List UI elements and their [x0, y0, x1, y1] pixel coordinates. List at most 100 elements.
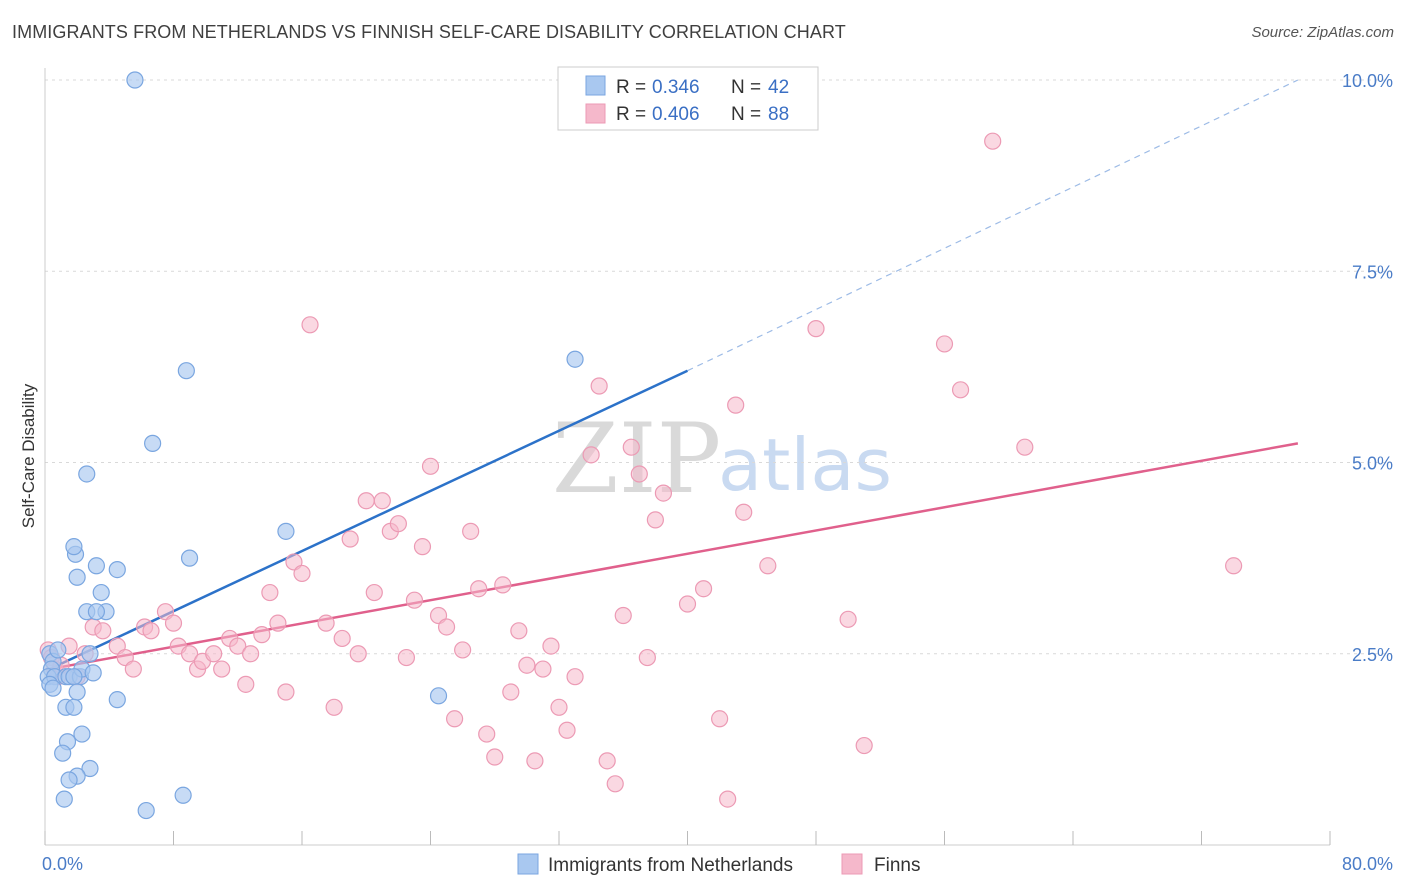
netherlands-point-43 — [108, 691, 126, 709]
finns-point-75 — [654, 484, 673, 502]
series-swatch-netherlands — [517, 853, 539, 875]
netherlands-point-16 — [68, 683, 86, 701]
series-label-finns: Finns — [874, 855, 920, 876]
finns-point-57 — [502, 683, 520, 701]
finns-point-87 — [984, 132, 1002, 150]
x-tick-label-0: 0.0% — [42, 854, 83, 874]
netherlands-point-33 — [54, 744, 72, 762]
legend-r-label-1: R = — [616, 77, 646, 98]
finns-point-74 — [646, 511, 664, 529]
finns-point-24 — [229, 637, 247, 655]
finns-point-58 — [510, 622, 528, 640]
finns-point-67 — [590, 377, 608, 395]
series-label-netherlands: Immigrants from Netherlands — [548, 855, 793, 876]
netherlands-point-17 — [87, 557, 106, 575]
finns-point-84 — [855, 736, 873, 755]
finns-point-59 — [518, 656, 536, 674]
finns-point-40 — [365, 583, 383, 602]
finns-point-14 — [142, 622, 160, 640]
finns-point-63 — [550, 698, 568, 716]
chart-title: IMMIGRANTS FROM NETHERLANDS VS FINNISH S… — [12, 22, 846, 42]
finns-point-64 — [558, 721, 576, 739]
watermark: ZIP atlas — [552, 403, 892, 515]
trend-lines — [49, 79, 1299, 671]
finns-point-36 — [333, 629, 351, 648]
finns-point-90 — [719, 790, 737, 808]
netherlands-point-8 — [49, 641, 67, 659]
finns-point-52 — [462, 522, 480, 540]
finns-point-86 — [951, 381, 970, 399]
finns-point-34 — [317, 614, 335, 632]
legend-n-value-1: 42 — [768, 77, 789, 98]
netherlands-point-26 — [177, 362, 195, 380]
finns-point-85 — [935, 335, 954, 353]
netherlands-point-23 — [65, 538, 83, 556]
finns-point-71 — [622, 438, 640, 456]
y-axis-label: Self-Care Disability — [19, 383, 38, 528]
finns-point-25 — [237, 675, 255, 693]
netherlands-point-24 — [68, 568, 86, 586]
legend-r-value-2: 0.406 — [652, 104, 700, 125]
finns-point-56 — [494, 576, 512, 594]
y-tick-label-3: 10.0% — [1342, 71, 1393, 91]
finns-point-30 — [277, 683, 295, 701]
finns-point-88 — [1016, 438, 1034, 456]
finns-point-9 — [94, 622, 112, 640]
finns-point-65 — [566, 668, 584, 686]
legend-r-value-1: 0.346 — [652, 77, 700, 98]
series-swatch-finns — [841, 853, 863, 875]
netherlands-point-7 — [44, 679, 62, 697]
finns-point-77 — [694, 580, 713, 598]
netherlands-point-21 — [87, 603, 106, 621]
netherlands-point-34 — [81, 759, 99, 778]
y-tick-label-0: 2.5% — [1352, 645, 1393, 665]
netherlands-point-44 — [78, 465, 96, 483]
finns-point-53 — [470, 580, 488, 598]
finns-point-69 — [606, 775, 624, 793]
netherlands-point-31 — [73, 725, 91, 743]
netherlands-point-28 — [180, 549, 199, 567]
legend-swatch-pink — [585, 103, 606, 124]
watermark-zip: ZIP — [552, 403, 721, 515]
legend-swatch-blue — [585, 75, 606, 96]
netherlands-point-40 — [277, 522, 295, 540]
finns-point-21 — [205, 645, 223, 663]
finns-point-33 — [301, 316, 319, 334]
y-tick-label-2: 7.5% — [1352, 262, 1393, 282]
finns-point-28 — [261, 583, 279, 602]
finns-point-51 — [454, 641, 472, 659]
finns-point-47 — [421, 457, 440, 475]
watermark-atlas: atlas — [718, 423, 892, 507]
netherlands-point-42 — [429, 687, 448, 705]
finns-point-26 — [242, 645, 260, 663]
finns-point-49 — [437, 618, 456, 636]
series-legend: Immigrants from Netherlands Finns — [517, 853, 920, 876]
netherlands-point-25 — [108, 560, 126, 579]
finns-point-62 — [542, 637, 560, 655]
finns-point-76 — [678, 595, 697, 613]
finns-point-79 — [727, 396, 745, 414]
finns-point-16 — [164, 614, 183, 632]
netherlands-point-38 — [137, 801, 155, 820]
finns-point-66 — [582, 446, 600, 464]
netherlands-point-36 — [60, 771, 78, 789]
finns-point-45 — [405, 591, 424, 609]
finns-point-41 — [373, 492, 391, 510]
netherlands-point-27 — [144, 434, 162, 452]
finns-point-78 — [711, 710, 729, 728]
legend-n-value-2: 88 — [768, 104, 789, 125]
netherlands-point-41 — [566, 350, 584, 368]
gridlines — [45, 79, 1392, 655]
finns-point-54 — [478, 725, 496, 743]
finns-point-32 — [293, 564, 311, 583]
finns-point-43 — [389, 515, 407, 533]
finns-point-38 — [349, 645, 367, 663]
netherlands-point-0 — [126, 71, 144, 89]
finns-point-81 — [759, 557, 777, 575]
netherlands-point-39 — [174, 786, 192, 804]
finns-point-37 — [341, 530, 359, 548]
finns-point-55 — [486, 748, 504, 766]
finns-point-35 — [325, 698, 343, 716]
legend-n-label-2: N = — [731, 104, 761, 125]
finns-point-82 — [807, 320, 825, 338]
